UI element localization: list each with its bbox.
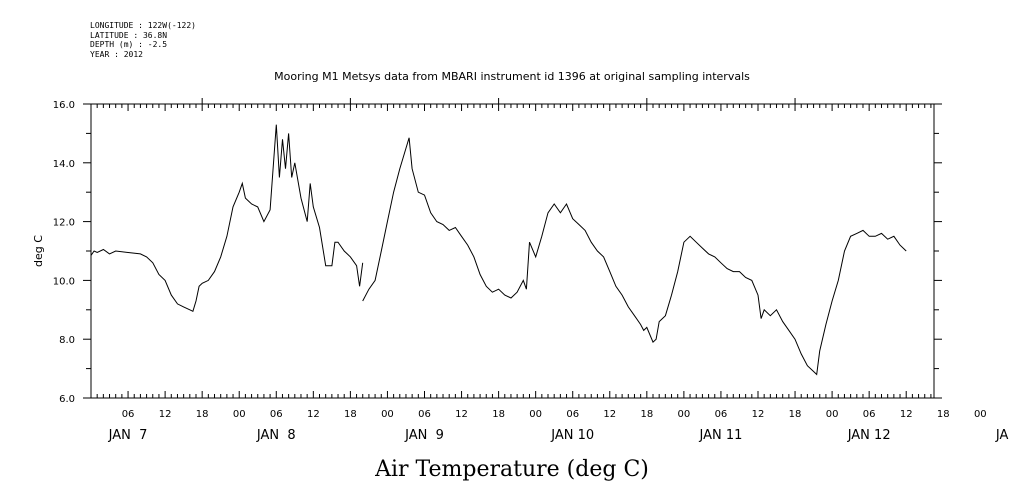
- x-hour-label: 18: [344, 409, 357, 420]
- chart-title: Mooring M1 Metsys data from MBARI instru…: [274, 70, 750, 83]
- x-hour-label: 06: [715, 409, 728, 420]
- x-hour-label: 12: [455, 409, 468, 420]
- y-tick-label: 16.0: [53, 100, 75, 111]
- x-hour-label: 18: [937, 409, 950, 420]
- series-line-segment: [90, 124, 364, 313]
- x-hour-label: 00: [974, 409, 987, 420]
- y-tick-label: 6.0: [59, 394, 75, 405]
- y-tick-labels: 6.0 8.0 10.0 12.0 14.0 16.0: [53, 100, 75, 405]
- x-day-label: JAN 8: [256, 428, 296, 443]
- x-hour-label: 18: [640, 409, 653, 420]
- x-hour-label: 00: [381, 409, 394, 420]
- y-tick-label: 14.0: [53, 159, 75, 170]
- x-hour-label: 06: [418, 409, 431, 420]
- x-day-label: JAN 13: [995, 428, 1009, 443]
- y-tick-label: 10.0: [53, 276, 75, 287]
- x-hour-label: 12: [159, 409, 172, 420]
- y-tick-label: 8.0: [59, 335, 75, 346]
- x-hour-label: 18: [196, 409, 209, 420]
- depth-text: DEPTH (m) : -2.5: [90, 40, 168, 49]
- metadata-block: LONGITUDE : 122W(-122) LATITUDE : 36.8N …: [90, 21, 196, 59]
- x-hour-label: 00: [529, 409, 542, 420]
- y-axis-label: deg C: [32, 235, 45, 267]
- x-day-label: JAN 11: [698, 428, 742, 443]
- plot-frame: [90, 103, 935, 399]
- x-hour-label: 18: [492, 409, 505, 420]
- x-day-label: JAN 12: [847, 428, 891, 443]
- series-line-segment: [362, 137, 907, 376]
- x-hour-label: 18: [789, 409, 802, 420]
- x-day-label: JAN 10: [550, 428, 594, 443]
- x-day-label: JAN 9: [404, 428, 444, 443]
- x-hour-label: 06: [566, 409, 579, 420]
- x-hour-label: 06: [863, 409, 876, 420]
- x-hour-label: 06: [122, 409, 135, 420]
- year-text: YEAR : 2012: [90, 49, 143, 59]
- x-hour-label: 12: [603, 409, 616, 420]
- bottom-title: Air Temperature (deg C): [374, 457, 649, 482]
- x-hour-label: 12: [752, 409, 765, 420]
- latitude-text: LATITUDE : 36.8N: [90, 30, 168, 40]
- x-day-label: JAN 7: [108, 428, 148, 443]
- x-hour-label: 00: [826, 409, 839, 420]
- y-tick-label: 12.0: [53, 218, 75, 229]
- x-hour-labels: 06 12 18 00 06 12 18 00 06 12 18 00 06 12 18 00 06 12 18 00…: [122, 409, 987, 420]
- longitude-text: LONGITUDE : 122W(-122): [90, 21, 196, 30]
- data-series: [90, 124, 907, 376]
- x-hour-label: 12: [900, 409, 913, 420]
- x-hour-label: 06: [270, 409, 283, 420]
- x-hour-label: 00: [678, 409, 691, 420]
- axis-ticks: [83, 98, 942, 399]
- x-day-labels: JAN 7 JAN 8 JAN 9 JAN 10 JAN 11 JAN 12 JAN 13: [108, 428, 1009, 443]
- x-hour-label: 12: [307, 409, 320, 420]
- x-hour-label: 00: [233, 409, 246, 420]
